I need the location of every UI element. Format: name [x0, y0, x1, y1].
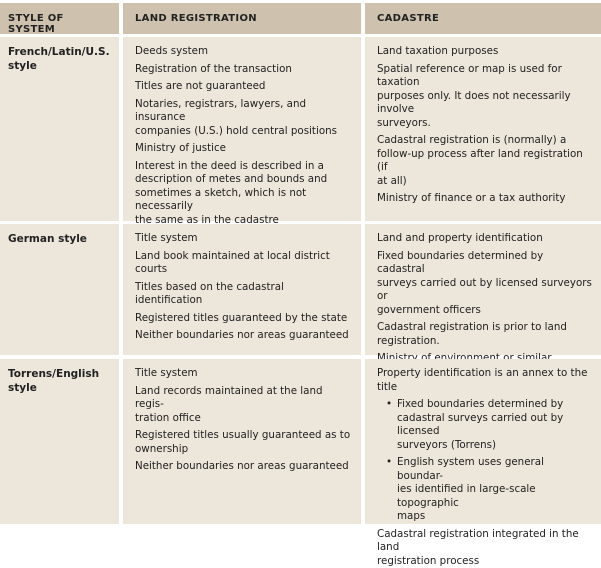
- land-item: Registered titles guaranteed by the stat…: [135, 312, 353, 326]
- cadastre-item: Fixed boundaries determined by cadastral…: [377, 398, 593, 452]
- cadastre-item: Cadastral registration is (normally) a f…: [377, 134, 593, 188]
- cadastre-item: Ministry of finance or a tax authority: [377, 192, 593, 206]
- style-name: German style: [8, 232, 111, 246]
- land-item: Neither boundaries nor areas guaranteed: [135, 329, 353, 343]
- land-item: Neither boundaries nor areas guaranteed: [135, 460, 353, 474]
- cadastre-item: Property identification is an annex to t…: [377, 367, 593, 394]
- land-item: Deeds system: [135, 45, 353, 59]
- land-item: Title system: [135, 367, 353, 381]
- cell-style: German style: [0, 224, 119, 355]
- header-style-of-system: STYLE OF SYSTEM: [0, 3, 119, 34]
- land-item: Land records maintained at the land regi…: [135, 385, 353, 426]
- cadastre-item: Fixed boundaries determined by cadastral…: [377, 250, 593, 318]
- cell-land: Deeds system Registration of the transact…: [123, 37, 361, 221]
- land-item: Notaries, registrars, lawyers, and insur…: [135, 98, 353, 139]
- land-item: Land book maintained at local district c…: [135, 250, 353, 277]
- style-name: French/Latin/U.S. style: [8, 45, 111, 73]
- cell-cadastre: Land and property identification Fixed bo…: [365, 224, 601, 355]
- land-item: Titles are not guaranteed: [135, 80, 353, 94]
- cell-style: French/Latin/U.S. style: [0, 37, 119, 221]
- cadastre-item: English system uses general boundar- ies…: [377, 456, 593, 524]
- cadastre-item: Spatial reference or map is used for tax…: [377, 63, 593, 131]
- cell-cadastre: Land taxation purposes Spatial reference …: [365, 37, 601, 221]
- land-item: Title system: [135, 232, 353, 246]
- cell-style: Torrens/English style: [0, 359, 119, 524]
- land-item: Titles based on the cadastral identifica…: [135, 281, 353, 308]
- land-item: Interest in the deed is described in a d…: [135, 160, 353, 228]
- land-item: Registered titles usually guaranteed as …: [135, 429, 353, 456]
- header-land-registration: LAND REGISTRATION: [123, 3, 361, 34]
- cadastre-item: Cadastral registration integrated in the…: [377, 528, 593, 568]
- header-cadastre: CADASTRE: [365, 3, 601, 34]
- cell-land: Title system Land records maintained at t…: [123, 359, 361, 524]
- land-item: Ministry of justice: [135, 142, 353, 156]
- cadastre-item: Cadastral registration is prior to land …: [377, 321, 593, 348]
- land-item: Registration of the transaction: [135, 63, 353, 77]
- cadastre-item: Land and property identification: [377, 232, 593, 246]
- cell-land: Title system Land book maintained at loca…: [123, 224, 361, 355]
- style-name: Torrens/English style: [8, 367, 111, 395]
- cadastre-item: Land taxation purposes: [377, 45, 593, 59]
- cell-cadastre: Property identification is an annex to t…: [365, 359, 601, 524]
